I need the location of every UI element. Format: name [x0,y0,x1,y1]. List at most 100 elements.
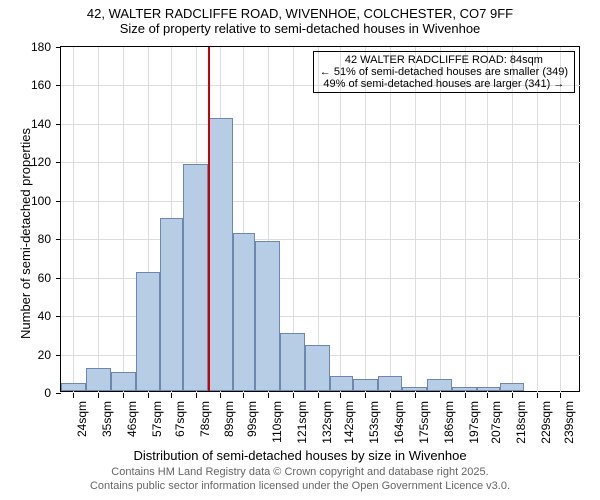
histogram-bar [111,372,136,391]
ytick [56,393,61,394]
ytick-label: 100 [31,194,51,208]
xtick-label: 229sqm [539,401,553,451]
gridline-v [465,47,466,393]
xtick-label: 207sqm [489,401,503,451]
xtick [73,393,74,398]
xtick-label: 239sqm [562,401,576,451]
xtick-label: 89sqm [222,401,236,451]
chart-footer: Contains HM Land Registry data © Crown c… [0,466,600,494]
gridline-v [415,47,416,393]
xtick [243,393,244,398]
ytick [56,124,61,125]
xtick [487,393,488,398]
ytick-label: 60 [38,271,51,285]
histogram-bar [477,387,500,391]
xtick-label: 175sqm [417,401,431,451]
histogram-bar [452,387,477,391]
ytick [56,278,61,279]
histogram-bar [500,383,525,391]
ytick-label: 140 [31,117,51,131]
gridline-h [61,124,581,125]
gridline-h [61,162,581,163]
gridline-v [365,47,366,393]
ytick-label: 40 [38,309,51,323]
histogram-bar [136,272,161,391]
xtick [537,393,538,398]
xtick-label: 67sqm [173,401,187,451]
xtick [220,393,221,398]
histogram-bar [305,345,330,391]
gridline-h [61,239,581,240]
ytick [56,85,61,86]
ytick [56,47,61,48]
xtick [390,393,391,398]
xtick-label: 24sqm [75,401,89,451]
ytick [56,316,61,317]
gridline-v [512,47,513,393]
gridline-v [340,47,341,393]
histogram-bar [353,379,378,391]
histogram-bar [208,118,233,391]
ytick [56,239,61,240]
xtick [560,393,561,398]
xtick-label: 99sqm [245,401,259,451]
histogram-bar [255,241,280,391]
xtick-label: 57sqm [150,401,164,451]
footer-line-2: Contains public sector information licen… [0,480,600,494]
xtick [318,393,319,398]
gridline-h [61,201,581,202]
gridline-v [537,47,538,393]
xtick-label: 164sqm [392,401,406,451]
annotation-line-1: 42 WALTER RADCLIFFE ROAD: 84sqm [320,54,568,66]
ytick [56,162,61,163]
annotation-line-2: ← 51% of semi-detached houses are smalle… [320,66,568,78]
annotation-line-3: 49% of semi-detached houses are larger (… [320,78,568,90]
histogram-bar [86,368,111,391]
xtick [512,393,513,398]
ytick-label: 180 [31,40,51,54]
xtick [340,393,341,398]
xtick-label: 153sqm [367,401,381,451]
ytick-label: 120 [31,155,51,169]
gridline-v [440,47,441,393]
xtick-label: 35sqm [100,401,114,451]
xtick-label: 142sqm [342,401,356,451]
gridline-v [73,47,74,393]
histogram-bar [378,376,403,391]
xtick [98,393,99,398]
xtick-label: 197sqm [467,401,481,451]
xtick-label: 218sqm [514,401,528,451]
xtick [123,393,124,398]
plot-area: 02040608010012014016018024sqm35sqm46sqm5… [60,46,580,392]
histogram-bar [280,333,305,391]
xtick [171,393,172,398]
x-axis-label: Distribution of semi-detached houses by … [0,448,600,463]
histogram-bar [183,164,208,391]
annotation-box: 42 WALTER RADCLIFFE ROAD: 84sqm← 51% of … [313,51,575,93]
gridline-v [560,47,561,393]
xtick [268,393,269,398]
xtick [415,393,416,398]
chart-title: 42, WALTER RADCLIFFE ROAD, WIVENHOE, COL… [0,6,600,36]
xtick-label: 78sqm [198,401,212,451]
footer-line-1: Contains HM Land Registry data © Crown c… [0,466,600,480]
ytick-label: 160 [31,78,51,92]
xtick [293,393,294,398]
xtick-label: 132sqm [320,401,334,451]
histogram-bar [233,233,256,391]
xtick [148,393,149,398]
title-line-2: Size of property relative to semi-detach… [0,21,600,36]
ytick [56,201,61,202]
xtick [465,393,466,398]
histogram-bar [160,218,183,391]
histogram-bar [402,387,427,391]
xtick-label: 46sqm [125,401,139,451]
gridline-v [98,47,99,393]
gridline-v [318,47,319,393]
title-line-1: 42, WALTER RADCLIFFE ROAD, WIVENHOE, COL… [0,6,600,21]
ytick-label: 20 [38,348,51,362]
gridline-v [123,47,124,393]
marker-line [208,47,210,391]
xtick [365,393,366,398]
histogram-bar [427,379,452,391]
